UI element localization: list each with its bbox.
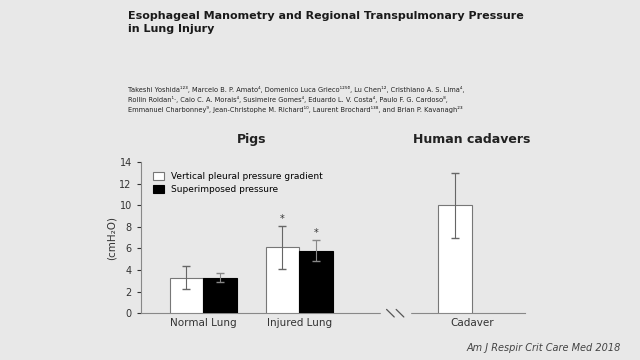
Text: *: * [314, 228, 318, 238]
Bar [266, 247, 299, 313]
Bar [170, 278, 204, 313]
Legend: Vertical pleural pressure gradient, Superimposed pressure: Vertical pleural pressure gradient, Supe… [149, 168, 326, 198]
Text: *: * [280, 214, 285, 224]
Bar [438, 205, 472, 313]
Bar [204, 278, 237, 313]
Y-axis label: (cmH₂O): (cmH₂O) [107, 216, 116, 260]
Text: Human cadavers: Human cadavers [413, 133, 531, 146]
Text: Pigs: Pigs [236, 133, 266, 146]
Bar [381, 305, 410, 322]
Text: Takeshi Yoshida¹²³, Marcelo B. P. Amato⁴, Domenico Luca Grieco¹²⁵⁶, Lu Chen¹², C: Takeshi Yoshida¹²³, Marcelo B. P. Amato⁴… [128, 86, 465, 113]
Text: Esophageal Manometry and Regional Transpulmonary Pressure
in Lung Injury: Esophageal Manometry and Regional Transp… [128, 11, 524, 34]
Bar [300, 251, 333, 313]
Text: Am J Respir Crit Care Med 2018: Am J Respir Crit Care Med 2018 [467, 343, 621, 353]
